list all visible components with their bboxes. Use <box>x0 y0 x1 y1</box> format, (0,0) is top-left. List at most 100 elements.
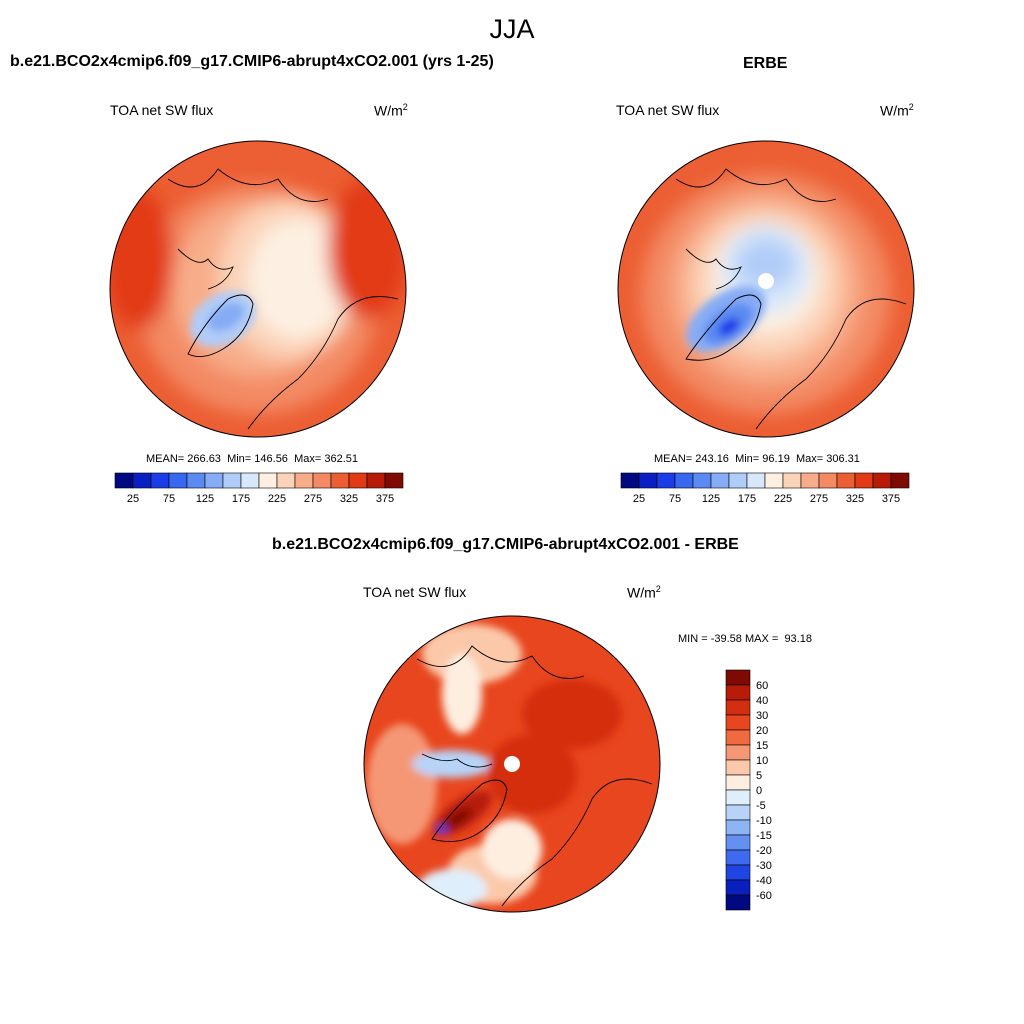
colorbar2-swatch <box>854 472 874 489</box>
map3-greenland-blue <box>436 825 448 833</box>
panel2-map <box>617 140 915 438</box>
colorbar3-tick-label: -60 <box>756 890 772 902</box>
colorbar1-swatch <box>150 472 170 489</box>
panel2-variable-label: TOA net SW flux <box>616 102 720 118</box>
panel3-variable-label: TOA net SW flux <box>363 584 467 600</box>
panel1-stats: MEAN= 266.63 Min= 146.56 Max= 362.51 <box>146 453 358 465</box>
colorbar3-swatch <box>725 774 751 791</box>
colorbar3-tick-label: -10 <box>756 815 772 827</box>
map2-boundary <box>617 140 915 438</box>
colorbar3-tick-label: -5 <box>756 800 766 812</box>
colorbar2-swatch <box>638 472 658 489</box>
panel3-title: b.e21.BCO2x4cmip6.f09_g17.CMIP6-abrupt4x… <box>272 536 739 553</box>
colorbar3-swatch <box>725 894 751 911</box>
colorbar3-swatch <box>725 729 751 746</box>
colorbar1-swatch <box>222 472 242 489</box>
colorbar1-swatch <box>294 472 314 489</box>
colorbar3-swatch <box>725 789 751 806</box>
map3-coastline-archipelago <box>421 753 493 768</box>
colorbar1-swatch <box>348 472 368 489</box>
colorbar1-tick-label: 225 <box>268 493 286 505</box>
colorbar2-swatch <box>800 472 820 489</box>
colorbar1-tick-label: 25 <box>127 493 139 505</box>
colorbar3-swatch <box>725 744 751 761</box>
colorbar1-swatch <box>132 472 152 489</box>
colorbar2-swatch <box>620 472 640 489</box>
colorbar2-swatch <box>710 472 730 489</box>
map3-coastline-greenland <box>431 779 508 843</box>
colorbar1-swatch <box>186 472 206 489</box>
colorbar3-tick-label: -30 <box>756 860 772 872</box>
colorbar2-swatch <box>728 472 748 489</box>
map1-coastline-north-america <box>167 168 329 202</box>
panel1-units-label: W/m2 <box>374 102 408 119</box>
colorbar2-swatch <box>674 472 694 489</box>
map3-archipelago-blue <box>412 750 492 778</box>
map2-coastline-eurasia <box>755 298 907 430</box>
map2-arctic-ice-core <box>736 239 796 289</box>
colorbar2-swatch <box>818 472 838 489</box>
panel2-stats: MEAN= 243.16 Min= 96.19 Max= 306.31 <box>654 453 860 465</box>
map3-center-dark <box>487 734 577 814</box>
panel1-map <box>109 140 407 438</box>
colorbar2-tick-label: 125 <box>702 493 720 505</box>
colorbar3-tick-label: -20 <box>756 845 772 857</box>
map1-coastline-greenland <box>187 294 254 358</box>
colorbar1-swatch <box>330 472 350 489</box>
map1-arctic-ocean <box>248 219 348 339</box>
map3-west-pale <box>367 724 437 844</box>
map1-coastline-eurasia <box>247 296 399 430</box>
colorbar2-swatch <box>746 472 766 489</box>
colorbar1-swatch <box>240 472 260 489</box>
colorbar1-swatch <box>168 472 188 489</box>
map2-coastline-north-america <box>675 168 837 202</box>
colorbar1-swatch <box>114 472 134 489</box>
panel2-colorbar: 25 75 125 175 225 275 325 375 <box>620 472 910 505</box>
colorbar3-swatch <box>725 879 751 896</box>
map3-coastline-eurasia <box>501 778 653 907</box>
colorbar3-swatch <box>725 684 751 701</box>
map3-north-light <box>442 654 482 734</box>
colorbar3-tick-label: -40 <box>756 875 772 887</box>
panel1-variable-label: TOA net SW flux <box>110 102 214 118</box>
colorbar2-tick-label: 375 <box>882 493 900 505</box>
colorbar2-swatch <box>890 472 910 489</box>
colorbar1-tick-label: 275 <box>304 493 322 505</box>
colorbar1-swatch <box>312 472 332 489</box>
map2-coastline-greenland <box>685 294 762 361</box>
map2-coastline-archipelago <box>685 248 742 290</box>
map3-south-blue <box>417 869 487 909</box>
map3-pole-hole <box>504 756 520 772</box>
map1-greenland-inner <box>207 302 245 332</box>
map3-boundary <box>363 615 661 913</box>
colorbar2-swatch <box>656 472 676 489</box>
colorbar2-tick-label: 75 <box>669 493 681 505</box>
map3-greenland-core <box>441 807 473 831</box>
colorbar1-tick-label: 375 <box>376 493 394 505</box>
colorbar1-tick-label: 175 <box>232 493 250 505</box>
colorbar3-swatch <box>725 804 751 821</box>
panel3-units-label: W/m2 <box>627 584 661 601</box>
colorbar3-swatch <box>725 864 751 881</box>
panel1-colorbar: 25 75 125 175 225 275 325 375 <box>114 472 404 505</box>
colorbar3-swatch <box>725 849 751 866</box>
colorbar2-tick-label: 225 <box>774 493 792 505</box>
colorbar1-tick-label: 75 <box>163 493 175 505</box>
colorbar2-swatch <box>836 472 856 489</box>
colorbar1-swatch <box>276 472 296 489</box>
colorbar2-tick-label: 275 <box>810 493 828 505</box>
panel3-map <box>363 615 661 913</box>
colorbar3-swatch <box>725 819 751 836</box>
map3-coastline-north-america <box>416 645 585 679</box>
colorbar1-swatch <box>204 472 224 489</box>
colorbar3-tick-label: 30 <box>756 710 768 722</box>
colorbar3-swatch <box>725 714 751 731</box>
colorbar3-tick-label: 40 <box>756 695 768 707</box>
panel3-stats: MIN = -39.58 MAX = 93.18 <box>678 633 812 645</box>
map3-east-dark <box>522 679 622 749</box>
panel1-title: b.e21.BCO2x4cmip6.f09_g17.CMIP6-abrupt4x… <box>10 53 494 70</box>
map2-pole-hole <box>758 273 774 289</box>
colorbar3-tick-label: 20 <box>756 725 768 737</box>
map3-center-pale <box>482 819 542 879</box>
map2-greenland-core <box>718 318 740 336</box>
